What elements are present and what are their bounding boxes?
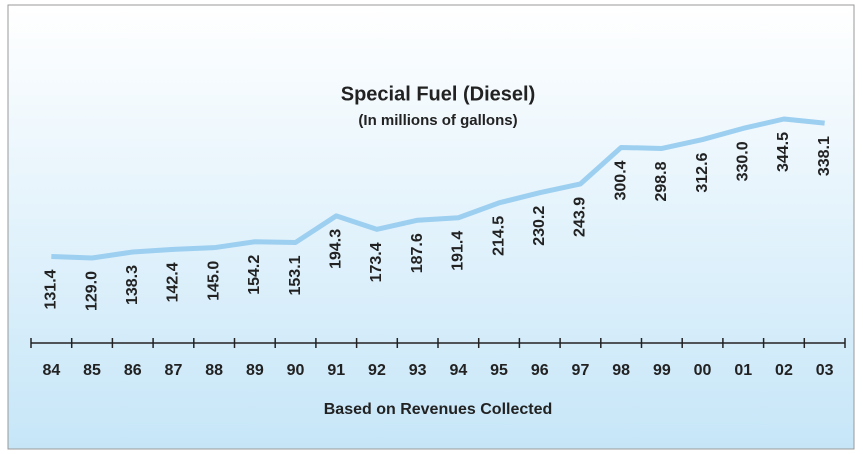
data-label: 230.2 [531, 206, 548, 246]
data-label: 187.6 [409, 233, 426, 273]
x-tick-label: 85 [83, 362, 101, 379]
x-tick-label: 00 [694, 362, 712, 379]
x-tick-label: 96 [531, 362, 549, 379]
data-label: 300.4 [612, 160, 629, 200]
data-label: 312.6 [694, 152, 711, 192]
data-label: 191.4 [450, 231, 467, 271]
data-label: 145.0 [205, 261, 222, 301]
x-tick-label: 01 [734, 362, 752, 379]
x-tick-label: 92 [368, 362, 386, 379]
data-label: 138.3 [124, 265, 141, 305]
x-tick-label: 97 [572, 362, 590, 379]
data-label: 344.5 [775, 132, 792, 172]
x-tick-label: 90 [287, 362, 305, 379]
data-label: 298.8 [653, 161, 670, 201]
data-label: 142.4 [165, 262, 182, 302]
x-tick-label: 94 [449, 362, 467, 379]
data-label: 173.4 [368, 242, 385, 282]
chart-frame [7, 4, 855, 450]
x-tick-label: 91 [327, 362, 345, 379]
x-tick-label: 02 [775, 362, 793, 379]
x-tick-label: 99 [653, 362, 671, 379]
data-label: 338.1 [816, 136, 833, 176]
data-label: 154.2 [246, 255, 263, 295]
x-tick-label: 86 [124, 362, 142, 379]
x-axis-label: Based on Revenues Collected [324, 401, 553, 418]
data-label: 153.1 [287, 255, 304, 295]
x-tick-label: 03 [816, 362, 834, 379]
chart-subtitle: (In millions of gallons) [358, 112, 517, 129]
data-label: 194.3 [327, 229, 344, 269]
x-tick-label: 93 [409, 362, 427, 379]
data-label: 330.0 [734, 141, 751, 181]
x-tick-label: 84 [42, 362, 60, 379]
x-tick-label: 98 [612, 362, 630, 379]
x-tick-label: 87 [165, 362, 183, 379]
data-label: 214.5 [490, 216, 507, 256]
data-label: 131.4 [43, 269, 60, 309]
x-tick-label: 95 [490, 362, 508, 379]
data-line [51, 116, 825, 261]
x-tick-label: 89 [246, 362, 264, 379]
data-label: 243.9 [572, 197, 589, 237]
data-label: 129.0 [83, 271, 100, 311]
chart-title: Special Fuel (Diesel) [341, 83, 536, 105]
x-tick-label: 88 [205, 362, 223, 379]
